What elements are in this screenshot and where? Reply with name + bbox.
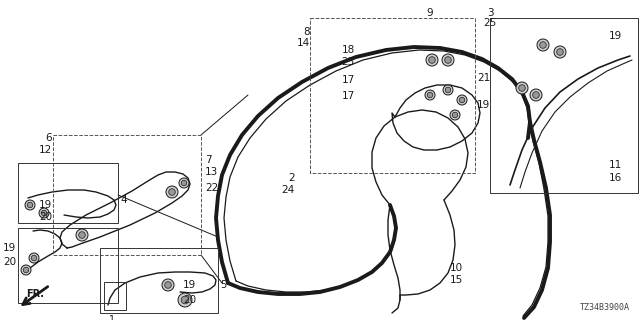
Text: 17: 17 (342, 75, 355, 85)
Text: 20: 20 (183, 295, 196, 305)
Circle shape (79, 232, 85, 238)
Circle shape (178, 293, 192, 307)
Text: 25: 25 (483, 18, 497, 28)
Circle shape (25, 200, 35, 210)
Text: 19: 19 (183, 280, 196, 290)
Bar (18, 228, 118, 303)
Text: 19: 19 (39, 200, 52, 210)
Circle shape (28, 202, 33, 208)
Circle shape (452, 112, 458, 118)
Text: FR.: FR. (26, 289, 44, 299)
Text: 8: 8 (303, 27, 310, 37)
Circle shape (164, 282, 172, 288)
Circle shape (557, 49, 563, 55)
Circle shape (428, 92, 433, 98)
Text: TZ34B3900A: TZ34B3900A (580, 303, 630, 312)
Text: 14: 14 (297, 38, 310, 48)
Circle shape (426, 54, 438, 66)
Bar (104, 282, 126, 310)
Text: 19: 19 (477, 100, 490, 110)
Bar (100, 248, 218, 313)
Circle shape (530, 89, 542, 101)
Circle shape (445, 87, 451, 93)
Circle shape (450, 110, 460, 120)
Circle shape (537, 39, 549, 51)
Bar (490, 18, 638, 193)
Text: 15: 15 (450, 275, 463, 285)
Circle shape (532, 92, 540, 98)
Text: 4: 4 (120, 195, 127, 205)
Circle shape (442, 54, 454, 66)
Circle shape (169, 189, 175, 195)
Text: 16: 16 (609, 173, 622, 183)
Circle shape (457, 95, 467, 105)
Text: 19: 19 (609, 31, 622, 41)
Text: 2: 2 (289, 173, 295, 183)
Circle shape (516, 82, 528, 94)
Circle shape (540, 42, 547, 48)
Text: 21: 21 (477, 73, 490, 83)
Text: 24: 24 (282, 185, 295, 195)
Text: 13: 13 (205, 167, 218, 177)
Circle shape (39, 208, 49, 218)
Circle shape (23, 267, 29, 273)
Text: 9: 9 (427, 8, 433, 18)
Text: 6: 6 (45, 133, 52, 143)
Circle shape (518, 85, 525, 91)
Bar (18, 163, 118, 223)
Circle shape (445, 57, 451, 63)
Text: 1: 1 (109, 315, 115, 320)
Text: 20: 20 (3, 257, 16, 267)
Text: 5: 5 (220, 280, 227, 290)
Circle shape (166, 186, 178, 198)
Bar (53, 135, 201, 255)
Circle shape (181, 180, 187, 186)
Text: 19: 19 (3, 243, 16, 253)
Text: 17: 17 (342, 91, 355, 101)
Circle shape (29, 253, 39, 263)
Circle shape (425, 90, 435, 100)
Circle shape (443, 85, 453, 95)
Text: 3: 3 (486, 8, 493, 18)
Text: 22: 22 (205, 183, 218, 193)
Text: 23: 23 (342, 57, 355, 67)
Circle shape (429, 57, 435, 63)
Circle shape (162, 279, 174, 291)
Circle shape (181, 296, 189, 304)
Circle shape (76, 229, 88, 241)
Text: 7: 7 (205, 155, 212, 165)
Bar (310, 18, 475, 173)
Text: 12: 12 (39, 145, 52, 155)
Circle shape (179, 178, 189, 188)
Circle shape (31, 255, 36, 261)
Circle shape (21, 265, 31, 275)
Circle shape (554, 46, 566, 58)
Text: 18: 18 (342, 45, 355, 55)
Text: 10: 10 (450, 263, 463, 273)
Circle shape (41, 210, 47, 216)
Circle shape (460, 97, 465, 103)
Text: 11: 11 (609, 160, 622, 170)
Text: 20: 20 (39, 212, 52, 222)
